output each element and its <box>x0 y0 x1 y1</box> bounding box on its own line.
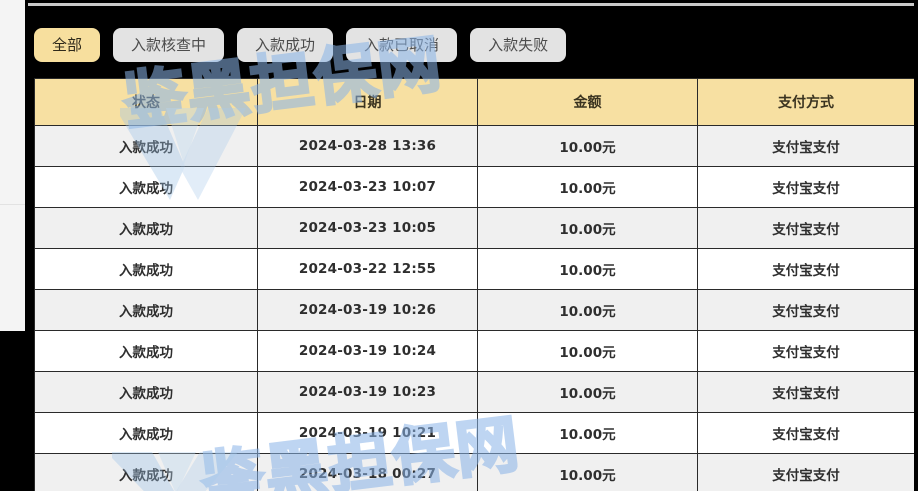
cell-status: 入款成功 <box>34 289 258 331</box>
filter-tab-strip: 全部 入款核查中 入款成功 入款已取消 入款失败 <box>34 28 567 62</box>
left-gutter-divider <box>0 204 25 205</box>
left-gutter-panel <box>0 0 25 331</box>
tab-deposit-failed[interactable]: 入款失败 <box>470 28 567 62</box>
cell-status: 入款成功 <box>34 166 258 208</box>
cell-method: 支付宝支付 <box>697 207 914 249</box>
column-header-status[interactable]: 状态 <box>34 78 258 126</box>
tab-deposit-cancelled[interactable]: 入款已取消 <box>346 28 458 62</box>
tab-deposit-success[interactable]: 入款成功 <box>237 28 334 62</box>
cell-method: 支付宝支付 <box>697 248 914 290</box>
cell-amount: 10.00元 <box>477 166 698 208</box>
cell-method: 支付宝支付 <box>697 453 914 491</box>
deposit-records-table: 状态 日期 金额 支付方式 入款成功 2024-03-28 13:36 10.00元… <box>34 78 914 491</box>
table-row[interactable]: 入款成功 2024-03-19 10:26 10.00元 支付宝支付 <box>34 289 914 331</box>
cell-amount: 10.00元 <box>477 207 698 249</box>
cell-method: 支付宝支付 <box>697 166 914 208</box>
cell-method: 支付宝支付 <box>697 289 914 331</box>
table-head: 状态 日期 金额 支付方式 <box>34 78 914 126</box>
table-header-row: 状态 日期 金额 支付方式 <box>34 78 914 126</box>
cell-method: 支付宝支付 <box>697 371 914 413</box>
table-row[interactable]: 入款成功 2024-03-23 10:07 10.00元 支付宝支付 <box>34 166 914 208</box>
tab-deposit-reviewing[interactable]: 入款核查中 <box>113 28 225 62</box>
cell-status: 入款成功 <box>34 207 258 249</box>
column-header-amount[interactable]: 金额 <box>477 78 698 126</box>
cell-amount: 10.00元 <box>477 289 698 331</box>
cell-amount: 10.00元 <box>477 453 698 491</box>
right-edge-strip <box>914 0 918 491</box>
cell-amount: 10.00元 <box>477 412 698 454</box>
top-divider-rule <box>28 3 918 6</box>
table-row[interactable]: 入款成功 2024-03-19 10:24 10.00元 支付宝支付 <box>34 330 914 372</box>
table-row[interactable]: 入款成功 2024-03-22 12:55 10.00元 支付宝支付 <box>34 248 914 290</box>
cell-date: 2024-03-18 00:27 <box>257 453 478 491</box>
cell-date: 2024-03-23 10:05 <box>257 207 478 249</box>
cell-status: 入款成功 <box>34 248 258 290</box>
records-table-container: 状态 日期 金额 支付方式 入款成功 2024-03-28 13:36 10.00元… <box>34 78 914 491</box>
cell-method: 支付宝支付 <box>697 330 914 372</box>
cell-date: 2024-03-19 10:23 <box>257 371 478 413</box>
cell-amount: 10.00元 <box>477 371 698 413</box>
cell-date: 2024-03-19 10:21 <box>257 412 478 454</box>
cell-date: 2024-03-19 10:26 <box>257 289 478 331</box>
cell-method: 支付宝支付 <box>697 412 914 454</box>
cell-status: 入款成功 <box>34 453 258 491</box>
cell-status: 入款成功 <box>34 125 258 167</box>
tab-all[interactable]: 全部 <box>34 28 101 62</box>
cell-date: 2024-03-28 13:36 <box>257 125 478 167</box>
table-row[interactable]: 入款成功 2024-03-28 13:36 10.00元 支付宝支付 <box>34 125 914 167</box>
table-row[interactable]: 入款成功 2024-03-23 10:05 10.00元 支付宝支付 <box>34 207 914 249</box>
table-row[interactable]: 入款成功 2024-03-19 10:23 10.00元 支付宝支付 <box>34 371 914 413</box>
cell-date: 2024-03-19 10:24 <box>257 330 478 372</box>
cell-status: 入款成功 <box>34 330 258 372</box>
cell-status: 入款成功 <box>34 412 258 454</box>
cell-amount: 10.00元 <box>477 125 698 167</box>
cell-date: 2024-03-22 12:55 <box>257 248 478 290</box>
cell-date: 2024-03-23 10:07 <box>257 166 478 208</box>
column-header-date[interactable]: 日期 <box>257 78 478 126</box>
cell-method: 支付宝支付 <box>697 125 914 167</box>
table-row[interactable]: 入款成功 2024-03-19 10:21 10.00元 支付宝支付 <box>34 412 914 454</box>
cell-amount: 10.00元 <box>477 248 698 290</box>
table-body: 入款成功 2024-03-28 13:36 10.00元 支付宝支付 入款成功 2024-… <box>34 125 914 491</box>
cell-amount: 10.00元 <box>477 330 698 372</box>
table-row[interactable]: 入款成功 2024-03-18 00:27 10.00元 支付宝支付 <box>34 453 914 491</box>
cell-status: 入款成功 <box>34 371 258 413</box>
column-header-method[interactable]: 支付方式 <box>697 78 914 126</box>
